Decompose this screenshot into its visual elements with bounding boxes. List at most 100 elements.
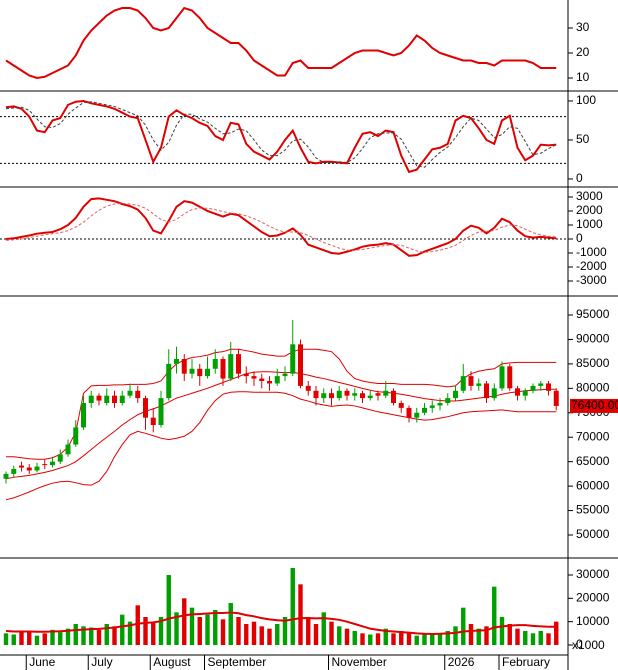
volume-bar	[143, 616, 148, 645]
x-tick-label: 2026	[448, 655, 475, 669]
volume-bar	[158, 616, 164, 645]
candle-body	[197, 368, 203, 377]
volume-bar	[282, 616, 288, 645]
candle-body	[522, 390, 528, 396]
last-price-box	[570, 398, 618, 413]
volume-bar	[73, 623, 78, 645]
volume-bar	[422, 633, 427, 645]
volume-bar	[306, 616, 311, 645]
candle-body	[96, 395, 102, 401]
x-tick-label: September	[208, 655, 267, 669]
volume-bar	[391, 633, 396, 645]
volume-bar	[182, 598, 187, 645]
candle-body	[34, 466, 40, 471]
y-tick-label: 30	[576, 20, 590, 34]
candle-body	[383, 390, 389, 396]
candle-body	[73, 427, 79, 445]
candle-body	[220, 359, 226, 379]
candle-body	[251, 376, 257, 379]
candle-body	[42, 464, 48, 466]
candle-body	[391, 390, 396, 404]
y-tick-label: 95000	[576, 307, 610, 321]
y-tick-label: 50000	[576, 527, 610, 541]
candle-body	[26, 467, 32, 471]
y-tick-label: 100	[576, 93, 596, 107]
candle-body	[460, 376, 466, 391]
candle-body	[50, 461, 55, 466]
volume-bar	[275, 623, 280, 645]
x-tick-label: November	[332, 655, 387, 669]
volume-bar	[220, 619, 226, 645]
x-tick-label: February	[502, 655, 550, 669]
candle-body	[530, 385, 536, 391]
volume-bar	[523, 630, 528, 645]
volume-bar	[399, 630, 404, 645]
candle-body	[11, 469, 17, 474]
volume-bar	[530, 633, 536, 645]
candle-body	[445, 398, 451, 404]
volume-bar	[127, 621, 133, 645]
x-tick-label: August	[153, 655, 191, 669]
indicator-line	[5, 197, 557, 257]
candle-body	[135, 390, 141, 399]
volume-bar	[344, 628, 350, 645]
volume-bar	[430, 634, 435, 645]
candle-body	[3, 473, 9, 479]
volume-bar	[27, 632, 32, 645]
volume-bar	[507, 623, 512, 645]
candle-body	[553, 390, 559, 406]
candle-body	[453, 390, 458, 399]
candle-body	[150, 417, 156, 426]
candle-body	[499, 366, 505, 389]
candle-body	[360, 393, 365, 399]
x-tick-label: July	[91, 655, 112, 669]
volume-bar	[174, 612, 179, 645]
volume-bar	[337, 626, 342, 645]
candle-body	[406, 407, 412, 418]
y-tick-label: -1000	[576, 245, 607, 259]
last-price-label: 76400.00	[571, 398, 618, 412]
indicator-line	[5, 202, 557, 253]
candle-body	[104, 395, 110, 404]
candle-body	[282, 373, 288, 377]
candle-body	[119, 395, 125, 404]
volume-bar	[120, 614, 125, 645]
candle-body	[375, 393, 381, 396]
volume-bar	[554, 621, 559, 645]
candle-body	[429, 405, 435, 408]
volume-bar	[259, 626, 264, 645]
candle-body	[305, 385, 311, 391]
y-tick-label: 10	[576, 70, 590, 84]
volume-bar	[499, 616, 505, 645]
candle-body	[166, 363, 172, 399]
volume-bar	[546, 633, 551, 645]
volume-bar	[34, 635, 40, 645]
volume-bar	[166, 575, 171, 645]
volume-bar	[267, 628, 272, 645]
y-tick-label: -2000	[576, 259, 607, 273]
candle-body	[538, 383, 544, 386]
candle-body	[414, 412, 420, 418]
volume-bar	[58, 632, 63, 645]
candle-body	[259, 378, 265, 382]
volume-bar	[197, 616, 202, 645]
y-tick-label: 1000	[576, 217, 603, 231]
candle-body	[181, 359, 187, 374]
candle-body	[57, 454, 63, 462]
y-tick-label: 30000	[576, 567, 610, 581]
candle-body	[437, 403, 443, 406]
candle-body	[205, 368, 210, 377]
y-tick-label: 3000	[576, 189, 603, 203]
indicator-line	[5, 6, 557, 80]
volume-bar	[298, 584, 303, 645]
candle-body	[81, 403, 86, 428]
candle-body	[243, 373, 249, 377]
y-tick-label: 50	[576, 132, 590, 146]
candle-body	[88, 395, 94, 404]
volume-bar	[251, 621, 257, 645]
volume-bar	[461, 607, 466, 645]
candle-body	[344, 390, 350, 396]
volume-bar	[3, 633, 9, 645]
candle-body	[398, 403, 404, 408]
